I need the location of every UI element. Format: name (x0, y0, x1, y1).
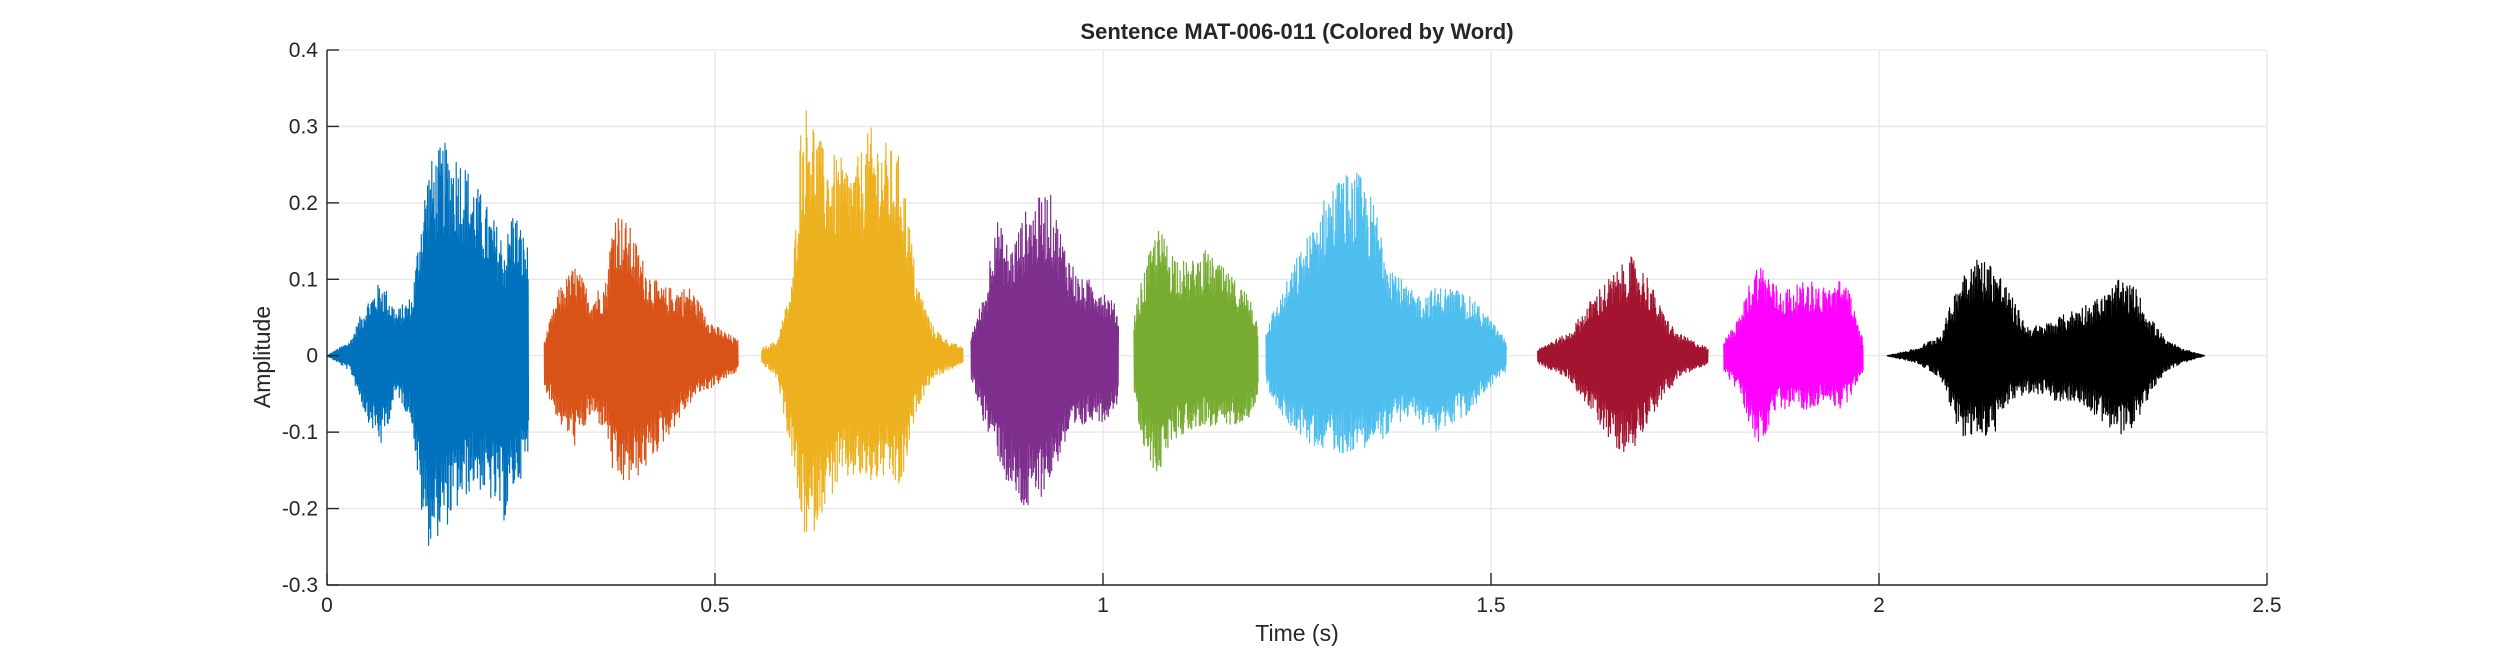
waveform-series-1 (326, 142, 530, 546)
waveform-series-6 (1265, 172, 1507, 454)
y-tick-label: 0.3 (289, 115, 318, 138)
waveform-series-3 (761, 110, 964, 533)
waveform-series-2 (543, 218, 739, 481)
y-tick-label: -0.2 (282, 498, 318, 521)
x-tick-label: 1.5 (1476, 594, 1505, 617)
y-axis-title: Amplitude (249, 306, 275, 408)
y-tick-label: 0.4 (289, 39, 319, 62)
waveform-series-7 (1537, 256, 1709, 453)
y-tick-label: 0.1 (289, 268, 318, 291)
plot-area (326, 110, 2206, 546)
x-tick-label: 0 (321, 594, 333, 617)
y-tick-label: 0 (306, 345, 318, 368)
waveform-series-9 (1886, 259, 2206, 437)
y-tick-label: 0.2 (289, 192, 318, 215)
x-tick-label: 0.5 (700, 594, 729, 617)
waveform-series-4 (970, 194, 1119, 506)
axes: 0 0.5 1 1.5 2 2.5 -0.3 -0.2 -0.1 0 0.1 0.2 0.3 0.4 (282, 39, 2282, 617)
y-tick-label: -0.3 (282, 574, 318, 597)
chart-title: Sentence MAT-006-011 (Colored by Word) (1080, 19, 1513, 44)
waveform-series-8 (1723, 267, 1864, 442)
y-tick-label: -0.1 (282, 421, 318, 444)
x-tick-label: 1 (1097, 594, 1109, 617)
x-tick-label: 2.5 (2252, 594, 2281, 617)
x-tick-label: 2 (1873, 594, 1885, 617)
x-axis-title: Time (s) (1255, 620, 1338, 646)
waveform-series-5 (1133, 230, 1259, 472)
